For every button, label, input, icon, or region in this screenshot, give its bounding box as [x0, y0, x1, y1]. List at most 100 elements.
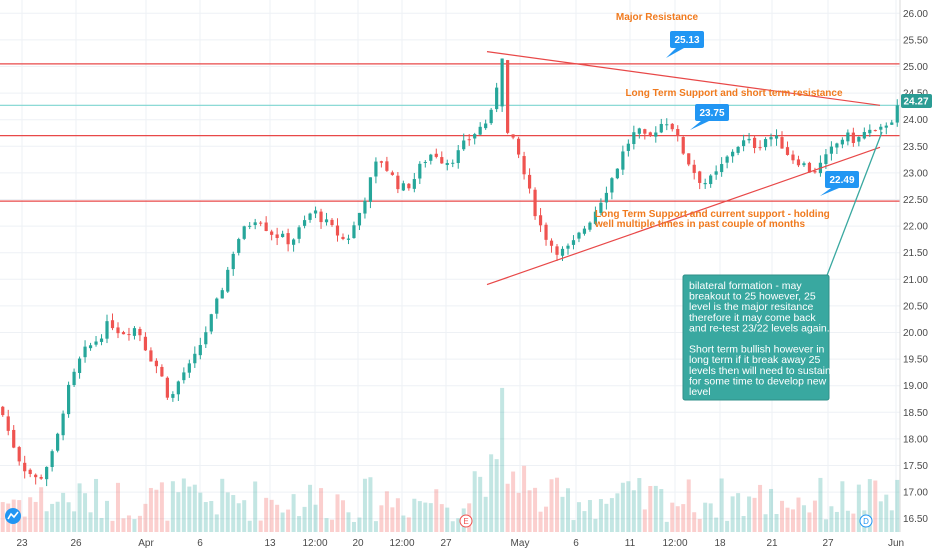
- candle-body-11: [61, 413, 65, 436]
- price-callout-box: [695, 104, 729, 121]
- volume-bar-97: [533, 487, 538, 532]
- event-marker-e[interactable]: E: [459, 514, 473, 528]
- candle-body-157: [862, 132, 866, 139]
- volume-bar-128: [703, 502, 708, 532]
- candle-body-53: [291, 239, 296, 245]
- volume-bar-94: [516, 492, 521, 532]
- volume-bar-35: [192, 484, 197, 532]
- volume-bar-163: [895, 479, 900, 532]
- price-tick-label: 23.00: [903, 168, 928, 179]
- price-tick-label: 22.00: [903, 222, 928, 233]
- volume-bar-120: [659, 489, 664, 532]
- price-tick-label: 22.50: [903, 195, 928, 206]
- volume-bar-13: [72, 511, 77, 532]
- event-marker-d[interactable]: D: [859, 514, 873, 528]
- volume-bar-142: [780, 500, 785, 532]
- candle-body-49: [270, 231, 274, 235]
- analysis-note-line: breakout to 25 however, 25: [689, 291, 816, 303]
- time-axis-ticks: 23 26 Apr 6 13 12:00 20 12:00 27 May 6 11 12:00 18 21 2…: [16, 538, 904, 549]
- volume-bar-12: [66, 502, 71, 532]
- time-tick-label: Jun: [888, 538, 904, 549]
- volume-bar-160: [878, 501, 883, 532]
- candle-body-148: [813, 171, 817, 173]
- volume-bar-9: [50, 503, 55, 532]
- candle-body-87: [478, 126, 482, 135]
- candle-body-58: [319, 211, 323, 223]
- candle-body-96: [527, 174, 532, 189]
- candle-body-153: [840, 139, 844, 145]
- candle-body-48: [264, 222, 268, 231]
- candle-body-112: [615, 168, 619, 179]
- price-axis-background: [900, 0, 932, 550]
- volume-bar-113: [620, 482, 625, 532]
- volume-bars: [0, 387, 900, 532]
- candle-body-89: [489, 109, 493, 124]
- analysis-note-line: bilateral formation - may: [689, 280, 802, 292]
- candle-body-104: [571, 240, 576, 245]
- level-annotations: Major Resistance Long Term Support and sh…: [594, 12, 843, 230]
- volume-bar-118: [648, 486, 653, 532]
- volume-bar-32: [176, 492, 181, 532]
- candle-body-131: [720, 164, 724, 173]
- volume-bar-83: [456, 518, 461, 532]
- volume-bar-58: [319, 488, 324, 532]
- upper-trendline: [486, 51, 881, 106]
- candle-body-65: [357, 212, 362, 226]
- volume-bar-34: [187, 486, 192, 532]
- candle-body-150: [824, 154, 828, 164]
- candle-body-114: [626, 143, 630, 151]
- volume-bar-21: [115, 482, 120, 532]
- candle-body-134: [736, 146, 740, 153]
- analysis-note-line: levels then will need to sustain: [689, 365, 831, 377]
- volume-bar-75: [412, 498, 417, 532]
- volume-bar-88: [483, 496, 488, 532]
- volume-bar-156: [856, 484, 861, 532]
- price-callout-box: [825, 171, 859, 188]
- candle-body-21: [116, 327, 120, 334]
- time-tick-label: 6: [573, 538, 579, 549]
- volume-bar-101: [555, 477, 560, 532]
- candle-body-155: [851, 132, 855, 144]
- volume-bar-122: [670, 502, 675, 532]
- tradingview-logo[interactable]: [5, 508, 21, 524]
- lower-trendline: [486, 146, 881, 286]
- candle-body-162: [890, 122, 894, 125]
- volume-bar-127: [697, 518, 702, 532]
- candle-body-117: [643, 129, 647, 134]
- candle-body-79: [434, 153, 438, 157]
- volume-bar-139: [763, 514, 768, 532]
- price-tick-label: 18.00: [903, 434, 928, 445]
- candle-body-127: [698, 171, 702, 183]
- volume-bar-80: [439, 504, 444, 532]
- volume-bar-54: [297, 516, 302, 532]
- volume-bar-129: [708, 503, 713, 532]
- price-callout-label: 25.13: [674, 35, 699, 46]
- candle-body-125: [687, 153, 691, 165]
- candle-body-8: [45, 466, 49, 480]
- candle-body-15: [83, 346, 87, 358]
- volume-bar-66: [362, 478, 367, 532]
- candle-body-13: [72, 371, 76, 386]
- candle-body-143: [785, 147, 790, 155]
- volume-bar-93: [511, 471, 516, 532]
- event-marker-circle: [459, 514, 473, 528]
- volume-bar-148: [812, 500, 817, 532]
- candle-body-45: [248, 225, 252, 227]
- volume-bar-67: [368, 477, 373, 532]
- volume-bar-49: [269, 499, 274, 532]
- candle-body-101: [555, 246, 559, 255]
- volume-bar-74: [406, 517, 411, 532]
- note-connector-line: [825, 131, 883, 279]
- candle-body-159: [873, 130, 877, 132]
- volume-bar-95: [522, 465, 527, 532]
- volume-bar-153: [840, 481, 845, 532]
- volume-bar-25: [137, 515, 142, 532]
- candle-body-50: [275, 234, 279, 238]
- price-callout-box: [670, 31, 704, 48]
- short-term-resistance-label: Long Term Support and short term resista…: [625, 88, 843, 99]
- candlesticks: [1, 58, 899, 487]
- volume-bar-39: [214, 514, 219, 532]
- volume-bar-76: [417, 501, 422, 532]
